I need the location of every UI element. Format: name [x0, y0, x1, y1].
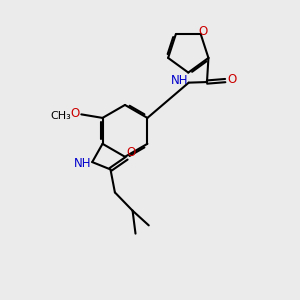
Text: NH: NH	[170, 74, 188, 87]
Text: O: O	[198, 25, 207, 38]
Text: CH₃: CH₃	[51, 111, 71, 121]
Text: O: O	[127, 146, 136, 159]
Text: O: O	[227, 74, 237, 86]
Text: NH: NH	[74, 157, 91, 170]
Text: O: O	[70, 107, 79, 120]
